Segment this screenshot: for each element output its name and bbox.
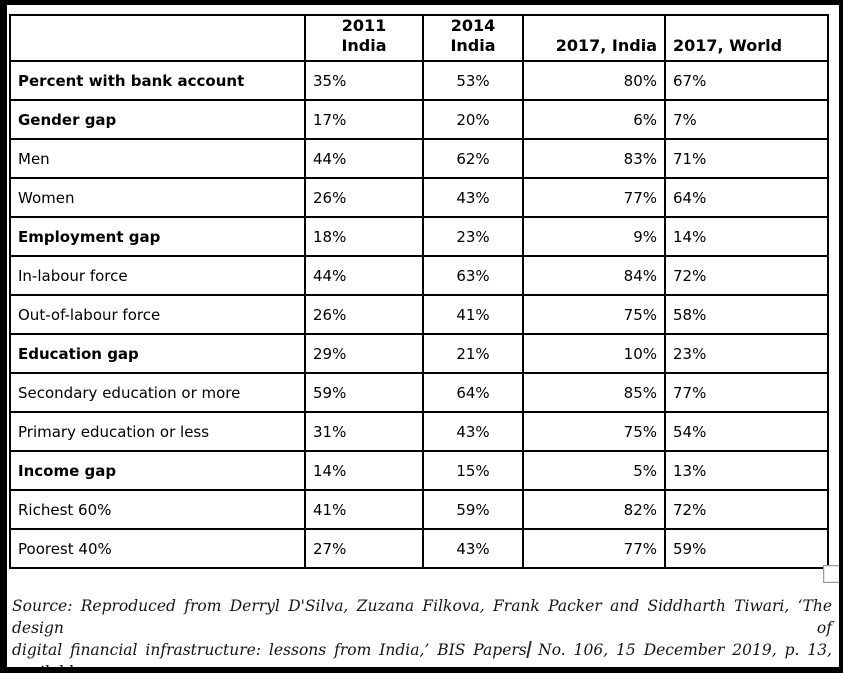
- col-header-line: 2011: [341, 16, 387, 35]
- cell-2017-india: 84%: [522, 255, 666, 296]
- col-header-2014-india: 2014 India: [422, 14, 524, 62]
- cell-2011: 14%: [304, 450, 424, 491]
- row-label: Education gap: [9, 333, 306, 374]
- table-row: Income gap 14% 15% 5% 13%: [9, 450, 829, 491]
- row-label: In-labour force: [9, 255, 306, 296]
- source-line-2-text: No. 106, 15 December 2019, p. 13, availa…: [12, 641, 832, 673]
- cell-2011: 59%: [304, 372, 424, 413]
- cell-2017-world: 72%: [664, 255, 829, 296]
- cell-2017-world: 13%: [664, 450, 829, 491]
- row-label: Employment gap: [9, 216, 306, 257]
- table-row: Education gap 29% 21% 10% 23%: [9, 333, 829, 374]
- cell-2011: 18%: [304, 216, 424, 257]
- cell-2011: 35%: [304, 60, 424, 101]
- cell-2014: 63%: [422, 255, 524, 296]
- row-label: Out-of-labour force: [9, 294, 306, 335]
- cell-2011: 26%: [304, 294, 424, 335]
- cell-2011: 41%: [304, 489, 424, 530]
- col-header-blank: [9, 14, 306, 62]
- table-row: In-labour force 44% 63% 84% 72%: [9, 255, 829, 296]
- cell-2017-world: 64%: [664, 177, 829, 218]
- row-label: Poorest 40%: [9, 528, 306, 569]
- cell-2017-world: 72%: [664, 489, 829, 530]
- row-label: Percent with bank account: [9, 60, 306, 101]
- cell-2017-world: 54%: [664, 411, 829, 452]
- cell-2014: 41%: [422, 294, 524, 335]
- table-row: Percent with bank account 35% 53% 80% 67…: [9, 60, 829, 101]
- cell-2017-india: 82%: [522, 489, 666, 530]
- table-row: Richest 60% 41% 59% 82% 72%: [9, 489, 829, 530]
- cell-2017-india: 9%: [522, 216, 666, 257]
- source-line-2: digital financial infrastructure: lesson…: [12, 639, 832, 673]
- cell-2014: 15%: [422, 450, 524, 491]
- cell-2017-india: 5%: [522, 450, 666, 491]
- cell-2017-india: 77%: [522, 177, 666, 218]
- table-row: Primary education or less 31% 43% 75% 54…: [9, 411, 829, 452]
- cell-2017-world: 67%: [664, 60, 829, 101]
- row-label: Richest 60%: [9, 489, 306, 530]
- table-resize-handle[interactable]: [823, 565, 839, 583]
- cell-2011: 44%: [304, 255, 424, 296]
- col-header-2011-india: 2011 India: [304, 14, 424, 62]
- header-row: 2011 India 2014 India 2017, India 2017, …: [9, 14, 829, 62]
- row-label: Income gap: [9, 450, 306, 491]
- row-label: Men: [9, 138, 306, 179]
- cell-2017-india: 6%: [522, 99, 666, 140]
- cell-2017-world: 14%: [664, 216, 829, 257]
- table-row: Employment gap 18% 23% 9% 14%: [9, 216, 829, 257]
- cell-2017-india: 83%: [522, 138, 666, 179]
- cell-2011: 29%: [304, 333, 424, 374]
- cell-2014: 62%: [422, 138, 524, 179]
- row-label: Gender gap: [9, 99, 306, 140]
- cell-2017-world: 71%: [664, 138, 829, 179]
- cell-2017-india: 10%: [522, 333, 666, 374]
- cell-2011: 26%: [304, 177, 424, 218]
- cell-2017-india: 77%: [522, 528, 666, 569]
- table-row: Poorest 40% 27% 43% 77% 59%: [9, 528, 829, 569]
- col-header-2017-world: 2017, World: [664, 14, 829, 62]
- table-row: Women 26% 43% 77% 64%: [9, 177, 829, 218]
- table-row: Out-of-labour force 26% 41% 75% 58%: [9, 294, 829, 335]
- cell-2017-world: 23%: [664, 333, 829, 374]
- cell-2017-india: 75%: [522, 294, 666, 335]
- cell-2014: 20%: [422, 99, 524, 140]
- cell-2011: 44%: [304, 138, 424, 179]
- cell-2011: 17%: [304, 99, 424, 140]
- cell-2017-world: 7%: [664, 99, 829, 140]
- cell-2014: 53%: [422, 60, 524, 101]
- table-row: Gender gap 17% 20% 6% 7%: [9, 99, 829, 140]
- col-header-line: India: [450, 36, 496, 55]
- col-header-line: India: [341, 36, 387, 55]
- cell-2011: 27%: [304, 528, 424, 569]
- cell-2017-world: 77%: [664, 372, 829, 413]
- col-header-line: 2014: [450, 16, 496, 35]
- row-label: Women: [9, 177, 306, 218]
- cell-2011: 31%: [304, 411, 424, 452]
- cell-2014: 43%: [422, 411, 524, 452]
- source-note: Source: Reproduced from Derryl D'Silva, …: [12, 595, 832, 673]
- cell-2014: 21%: [422, 333, 524, 374]
- cell-2014: 23%: [422, 216, 524, 257]
- cell-2017-india: 75%: [522, 411, 666, 452]
- source-line-1: Source: Reproduced from Derryl D'Silva, …: [12, 597, 832, 637]
- cell-2017-world: 58%: [664, 294, 829, 335]
- cell-2014: 43%: [422, 528, 524, 569]
- row-label: Secondary education or more: [9, 372, 306, 413]
- source-line-2-text: digital financial infrastructure: lesson…: [12, 641, 527, 659]
- cell-2014: 43%: [422, 177, 524, 218]
- row-label: Primary education or less: [9, 411, 306, 452]
- cell-2017-india: 80%: [522, 60, 666, 101]
- financial-inclusion-table: 2011 India 2014 India 2017, India 2017, …: [9, 14, 829, 569]
- table-row: Men 44% 62% 83% 71%: [9, 138, 829, 179]
- cell-2014: 59%: [422, 489, 524, 530]
- col-header-2017-india: 2017, India: [522, 14, 666, 62]
- cell-2014: 64%: [422, 372, 524, 413]
- cell-2017-world: 59%: [664, 528, 829, 569]
- table-row: Secondary education or more 59% 64% 85% …: [9, 372, 829, 413]
- cell-2017-india: 85%: [522, 372, 666, 413]
